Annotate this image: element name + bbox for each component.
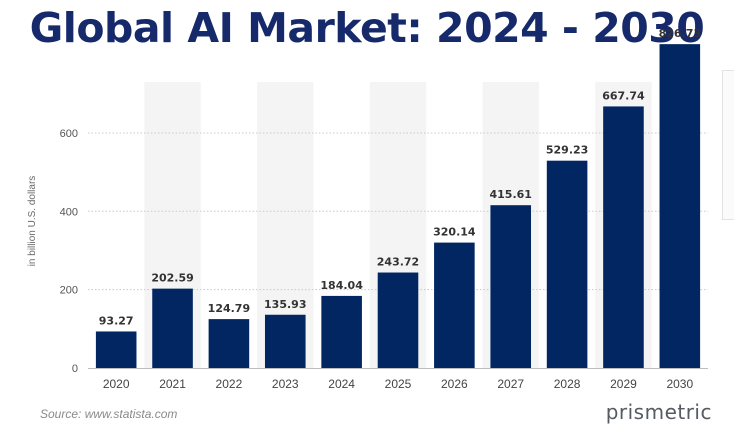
bar xyxy=(264,314,306,368)
bar xyxy=(321,295,362,368)
y-tick-label: 0 xyxy=(72,363,78,375)
bar xyxy=(490,205,532,368)
x-tick-label: 2028 xyxy=(554,377,581,391)
bar xyxy=(95,331,137,368)
bar-value-label: 184.04 xyxy=(320,279,363,292)
y-tick-label: 600 xyxy=(60,128,78,140)
bar xyxy=(208,319,250,368)
x-tick-label: 2020 xyxy=(103,377,130,391)
chart-title: Global AI Market: 2024 - 2030 xyxy=(29,4,705,52)
y-axis-label: in billion U.S. dollars xyxy=(27,176,38,267)
x-tick-label: 2024 xyxy=(328,377,355,391)
y-tick-label: 200 xyxy=(60,285,78,297)
x-tick-label: 2027 xyxy=(497,377,524,391)
side-panel-edge xyxy=(722,70,734,220)
bar-value-label: 415.61 xyxy=(490,188,532,201)
bar-value-label: 202.59 xyxy=(151,272,193,285)
bar-value-label: 135.93 xyxy=(264,298,306,311)
bar-value-label: 529.23 xyxy=(546,144,588,157)
bar-value-label: 667.74 xyxy=(602,89,645,102)
bar-value-label: 243.72 xyxy=(377,256,419,269)
bar-value-label: 93.27 xyxy=(99,314,134,327)
bar xyxy=(546,160,588,368)
bar xyxy=(603,106,644,369)
x-tick-label: 2023 xyxy=(272,377,299,391)
brand-logo-text: prismetric xyxy=(605,400,712,424)
x-tick-label: 2025 xyxy=(385,377,412,391)
y-tick-label: 400 xyxy=(60,206,78,218)
x-tick-label: 2026 xyxy=(441,377,468,391)
bar-value-label: 124.79 xyxy=(208,302,250,315)
x-tick-label: 2021 xyxy=(159,377,186,391)
source-note: Source: www.statista.com xyxy=(40,407,178,421)
x-tick-label: 2030 xyxy=(666,377,693,391)
bar-value-label: 826.73 xyxy=(659,27,701,40)
bar xyxy=(377,272,419,368)
bar xyxy=(152,288,193,368)
bar xyxy=(434,242,475,368)
bar xyxy=(659,44,701,368)
bar-value-label: 320.14 xyxy=(433,226,476,239)
x-tick-label: 2022 xyxy=(216,377,243,391)
x-tick-label: 2029 xyxy=(610,377,637,391)
